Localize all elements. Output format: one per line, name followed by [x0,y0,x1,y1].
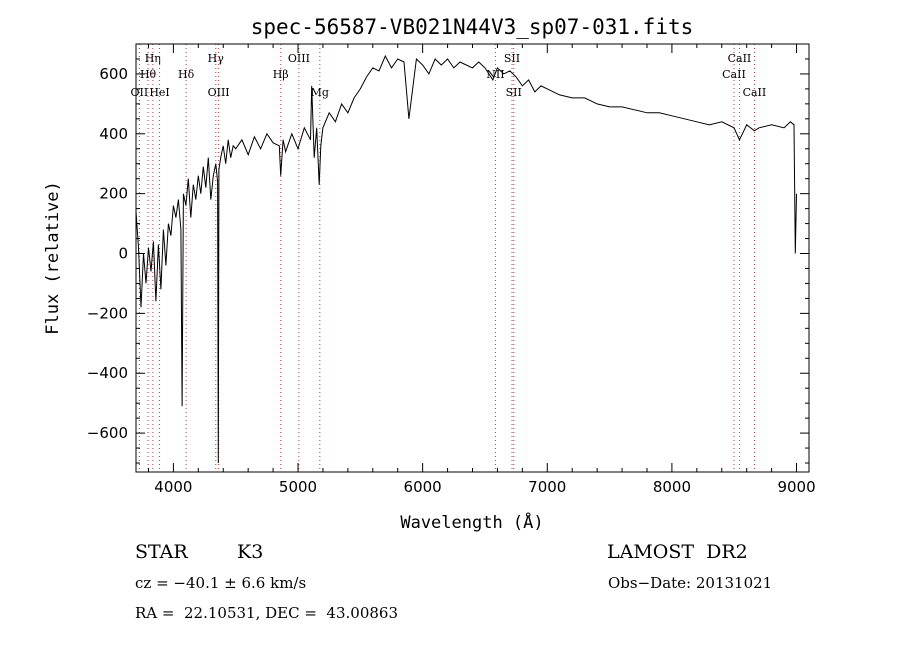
y-tick-label: 0 [118,245,128,263]
y-tick-label: −400 [87,364,128,382]
marker-label: CaII [728,52,752,65]
marker-label: CaII [722,68,746,81]
y-tick-label: 600 [99,65,128,83]
x-tick-label: 4000 [154,478,192,496]
x-axis-label: Wavelength (Å) [400,511,543,533]
x-tick-label: 9000 [777,478,815,496]
x-tick-label: 7000 [528,478,566,496]
y-tick-label: −200 [87,304,128,322]
marker-label: CaII [743,86,767,99]
survey-name: LAMOST DR2 [607,541,748,563]
obs-date-text: Obs−Date: 20131021 [608,574,773,592]
marker-label: OIII [288,52,310,65]
coordinates-text: RA = 22.10531, DEC = 43.00863 [135,604,399,622]
marker-label: HeI [149,86,169,99]
object-class: STAR [135,541,188,563]
redshift-text: cz = −40.1 ± 6.6 km/s [135,574,307,592]
y-tick-label: 400 [99,125,128,143]
marker-label: SII [504,52,520,65]
x-tick-label: 8000 [653,478,691,496]
axis-ticks: 4000 5000 6000 7000 8000 9000 600 400 200 0 −200 −4… [87,43,816,496]
marker-label: SII [506,86,522,99]
marker-label: Hθ [140,68,157,81]
marker-label: Hη [145,52,161,65]
x-tick-label: 6000 [404,478,442,496]
y-tick-label: 200 [99,185,128,203]
marker-label: Hγ [208,52,225,65]
line-markers: OIIHηHθHeIHδHγOIIIHβOIIIMgSIINIISIICaIIC… [131,44,767,472]
marker-label: Hδ [178,68,195,81]
x-tick-label: 5000 [279,478,317,496]
plot-frame [135,43,810,473]
spectral-subclass: K3 [237,541,264,563]
spectrum-line [135,54,797,464]
chart-title: spec-56587-VB021N44V3_sp07-031.fits [251,15,694,39]
y-tick-label: −600 [87,424,128,442]
marker-label: OII [131,86,149,99]
y-axis-label: Flux (relative) [43,181,63,335]
marker-label: Hβ [273,68,289,81]
marker-label: Mg [311,86,329,99]
marker-label: OIII [208,86,230,99]
